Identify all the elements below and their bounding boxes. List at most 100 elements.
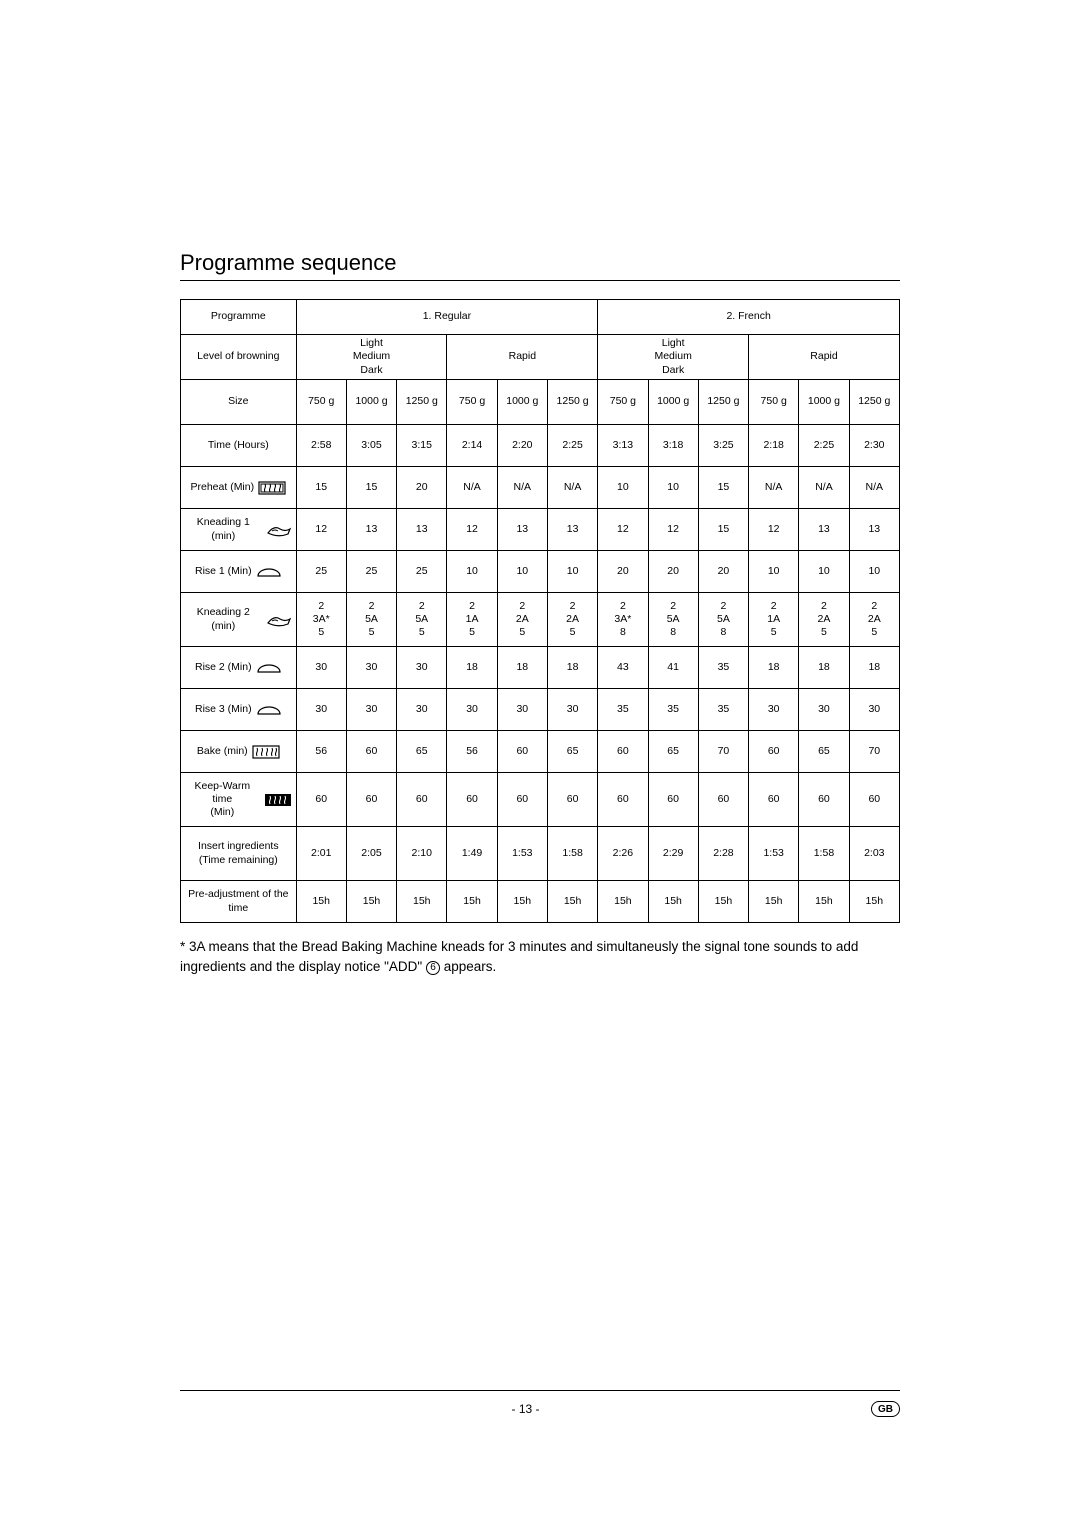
- row-label-text: Keep-Warm time(Min): [185, 780, 260, 819]
- table-cell: 15h: [749, 881, 799, 923]
- table-cell: 13: [346, 509, 396, 551]
- table-cell: 10: [547, 551, 597, 593]
- table-cell: 20: [648, 551, 698, 593]
- table-cell: 25: [397, 551, 447, 593]
- hdr-size-col: 1250 g: [397, 380, 447, 425]
- table-cell: 2:28: [698, 827, 748, 881]
- table-cell: 13: [799, 509, 849, 551]
- table-cell: 13: [849, 509, 899, 551]
- table-cell: 15: [698, 467, 748, 509]
- table-cell: 2:10: [397, 827, 447, 881]
- table-cell: 10: [849, 551, 899, 593]
- table-cell: 60: [849, 773, 899, 827]
- table-cell: 15h: [547, 881, 597, 923]
- table-cell: 30: [497, 689, 547, 731]
- row-label-text: Bake (min): [197, 745, 248, 758]
- table-cell: 15: [346, 467, 396, 509]
- table-cell: 12: [598, 509, 648, 551]
- table-cell: 15: [296, 467, 346, 509]
- table-cell: 25A8: [698, 593, 748, 647]
- table-cell: 2:20: [497, 425, 547, 467]
- table-cell: 43: [598, 647, 648, 689]
- table-cell: 2:29: [648, 827, 698, 881]
- table-cell: 30: [296, 647, 346, 689]
- row-label: Rise 2 (Min): [181, 647, 297, 689]
- table-cell: 23A*5: [296, 593, 346, 647]
- table-cell: 35: [698, 689, 748, 731]
- table-cell: 15h: [296, 881, 346, 923]
- table-cell: 56: [296, 731, 346, 773]
- table-cell: 15h: [849, 881, 899, 923]
- table-cell: 15h: [497, 881, 547, 923]
- table-cell: 2:03: [849, 827, 899, 881]
- table-cell: 15h: [598, 881, 648, 923]
- table-cell: 23A*8: [598, 593, 648, 647]
- footnote-text: * 3A means that the Bread Baking Machine…: [180, 939, 858, 974]
- table-cell: 56: [447, 731, 497, 773]
- row-label-text: Preheat (Min): [191, 481, 255, 494]
- hdr-browning-levels-1: LightMediumDark: [296, 335, 447, 380]
- table-cell: 22A5: [799, 593, 849, 647]
- row-label: Insert ingredients(Time remaining): [181, 827, 297, 881]
- page-number: - 13 -: [511, 1402, 539, 1416]
- footnote-after: appears.: [440, 959, 496, 974]
- hdr-size-col: 1250 g: [698, 380, 748, 425]
- footnote: * 3A means that the Bread Baking Machine…: [180, 937, 900, 978]
- table-cell: 60: [397, 773, 447, 827]
- knead-icon: [266, 523, 292, 537]
- page-title: Programme sequence: [180, 250, 900, 281]
- table-cell: 1:53: [497, 827, 547, 881]
- table-cell: 15: [698, 509, 748, 551]
- row-label-text: Pre-adjustment of the time: [185, 888, 292, 914]
- table-cell: 2:05: [346, 827, 396, 881]
- table-cell: 2:58: [296, 425, 346, 467]
- table-cell: 13: [397, 509, 447, 551]
- table-cell: 3:25: [698, 425, 748, 467]
- row-label-text: Rise 3 (Min): [195, 703, 252, 716]
- table-cell: 35: [598, 689, 648, 731]
- bake-icon: [252, 745, 280, 759]
- row-label: Preheat (Min): [181, 467, 297, 509]
- rise-icon: [256, 703, 282, 716]
- hdr-prog2: 2. French: [598, 300, 900, 335]
- rise-icon: [256, 661, 282, 674]
- table-cell: 10: [749, 551, 799, 593]
- hdr-size: Size: [181, 380, 297, 425]
- table-cell: 20: [397, 467, 447, 509]
- table-cell: 60: [749, 773, 799, 827]
- table-cell: 20: [598, 551, 648, 593]
- table-cell: 13: [497, 509, 547, 551]
- table-cell: 2:25: [547, 425, 597, 467]
- table-cell: 60: [799, 773, 849, 827]
- table-cell: N/A: [497, 467, 547, 509]
- table-cell: 21A5: [749, 593, 799, 647]
- table-cell: 2:26: [598, 827, 648, 881]
- table-cell: 15h: [397, 881, 447, 923]
- row-label: Rise 1 (Min): [181, 551, 297, 593]
- row-label-text: Kneading 2 (min): [185, 606, 262, 632]
- table-cell: 30: [799, 689, 849, 731]
- table-cell: 2:18: [749, 425, 799, 467]
- table-cell: 3:13: [598, 425, 648, 467]
- warm-icon: [264, 793, 292, 807]
- table-cell: 12: [749, 509, 799, 551]
- table-cell: 22A5: [547, 593, 597, 647]
- table-cell: 13: [547, 509, 597, 551]
- row-label: Pre-adjustment of the time: [181, 881, 297, 923]
- table-cell: 30: [447, 689, 497, 731]
- hdr-rapid-1: Rapid: [447, 335, 598, 380]
- knead-icon: [266, 613, 292, 627]
- table-cell: 10: [799, 551, 849, 593]
- table-cell: 22A5: [497, 593, 547, 647]
- table-cell: 60: [698, 773, 748, 827]
- table-cell: 1:53: [749, 827, 799, 881]
- table-cell: 60: [497, 731, 547, 773]
- hdr-prog1: 1. Regular: [296, 300, 598, 335]
- table-cell: 70: [698, 731, 748, 773]
- table-cell: 60: [749, 731, 799, 773]
- region-badge: GB: [871, 1401, 900, 1417]
- table-cell: 12: [648, 509, 698, 551]
- table-cell: 70: [849, 731, 899, 773]
- table-cell: 21A5: [447, 593, 497, 647]
- table-cell: 35: [698, 647, 748, 689]
